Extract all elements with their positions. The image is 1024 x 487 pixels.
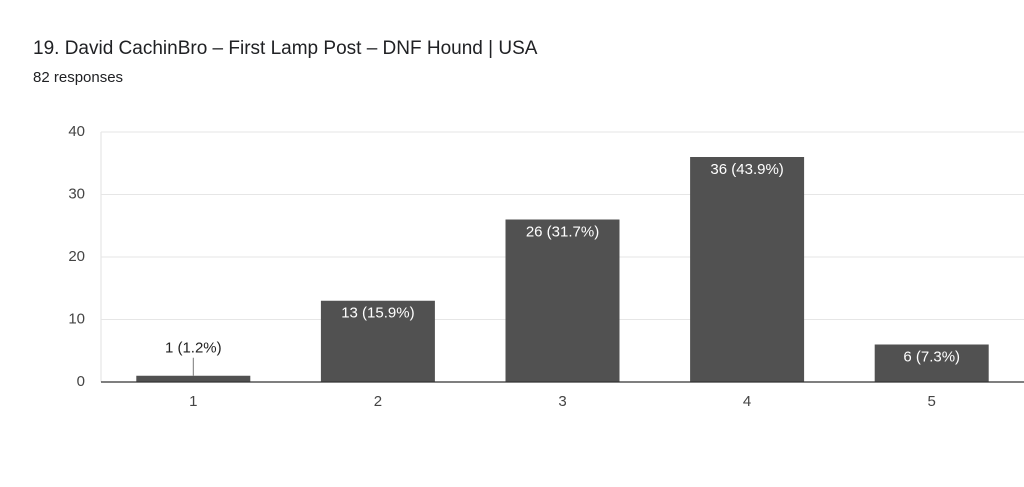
y-tick-label: 30 [68, 185, 85, 202]
bar [690, 157, 805, 382]
x-tick-label: 3 [558, 393, 566, 410]
data-label: 1 (1.2%) [165, 340, 222, 357]
x-tick-label: 2 [374, 393, 382, 410]
y-tick-label: 40 [68, 123, 85, 140]
y-tick-label: 10 [68, 310, 85, 327]
x-tick-label: 4 [743, 393, 751, 410]
y-tick-label: 0 [77, 373, 85, 390]
y-tick-label: 20 [68, 248, 85, 265]
bar [136, 375, 251, 382]
chart-title: 19. David CachinBro – First Lamp Post – … [33, 38, 538, 59]
x-tick-label: 1 [189, 393, 197, 410]
data-label: 26 (31.7%) [526, 223, 599, 240]
data-label: 6 (7.3%) [903, 348, 960, 365]
bar [874, 344, 989, 382]
bar [505, 219, 620, 382]
chart-subtitle: 82 responses [33, 69, 123, 86]
x-tick-label: 5 [928, 393, 936, 410]
data-label: 13 (15.9%) [341, 305, 414, 322]
bar [320, 300, 435, 382]
data-label: 36 (43.9%) [710, 161, 783, 178]
